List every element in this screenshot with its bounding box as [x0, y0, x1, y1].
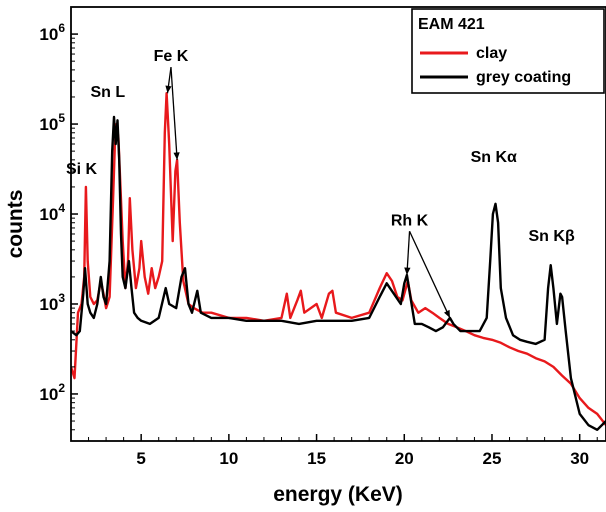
annotation-si-k: Si K — [66, 161, 98, 178]
annotation-arrowhead — [404, 267, 411, 275]
y-axis-title: counts — [4, 190, 27, 259]
annotation-arrowhead — [173, 152, 180, 160]
x-tick-label: 30 — [570, 449, 589, 468]
annotation-arrowhead — [444, 309, 450, 318]
x-tick-label: 20 — [395, 449, 414, 468]
y-axis: 102 103 104 105 106 — [39, 6, 78, 442]
annotation-fe-k: Fe K — [154, 48, 189, 65]
peak-annotations: Fe K Sn L Si K Rh K Sn Kα Sn Kβ — [66, 48, 575, 319]
legend-box — [411, 8, 605, 94]
plot-frame — [70, 6, 606, 442]
series-line-clay — [71, 91, 606, 426]
x-axis: 5 10 15 20 25 30 — [70, 434, 598, 468]
y-tick-label: 104 — [39, 201, 65, 224]
annotation-arrow — [170, 67, 178, 160]
annotation-arrowhead — [165, 85, 172, 94]
annotation-sn-k-: Sn Kβ — [529, 228, 575, 245]
y-tick-label: 106 — [39, 21, 65, 44]
series-layer — [71, 91, 606, 431]
x-tick-label: 25 — [483, 449, 502, 468]
x-axis-title: energy (KeV) — [273, 483, 403, 506]
series-line-grey-coating — [71, 115, 606, 431]
annotation-rh-k: Rh K — [391, 212, 429, 229]
legend-label-clay: clay — [476, 45, 507, 62]
y-tick-label: 102 — [39, 381, 65, 404]
legend: EAM 421 clay grey coating — [411, 8, 605, 94]
y-tick-label: 103 — [39, 291, 65, 314]
x-tick-label: 15 — [307, 449, 326, 468]
y-tick-label: 105 — [39, 111, 65, 134]
legend-label-grey-coating: grey coating — [476, 69, 571, 86]
x-tick-label: 10 — [219, 449, 238, 468]
annotation-sn-k-: Sn Kα — [471, 149, 517, 166]
annotation-sn-l: Sn L — [91, 84, 126, 101]
legend-title: EAM 421 — [418, 16, 485, 33]
annotation-arrow — [408, 230, 451, 319]
x-tick-label: 5 — [136, 449, 145, 468]
